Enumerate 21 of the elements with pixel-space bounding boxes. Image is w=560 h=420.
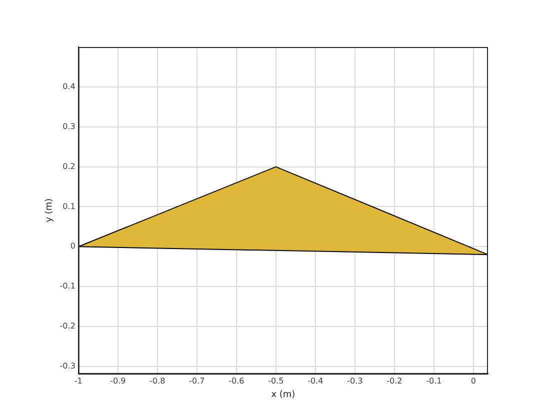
- y-tick-label: -0.3: [60, 361, 76, 370]
- y-tick-label: -0.1: [60, 282, 76, 291]
- y-tick-label: 0.1: [62, 202, 76, 211]
- x-tick-label: -1: [74, 376, 82, 386]
- x-tick-label: -0.3: [347, 376, 363, 386]
- y-tick-label: 0: [70, 242, 76, 251]
- x-tick-label: -0.4: [308, 376, 324, 386]
- y-tick-label: 0.4: [62, 82, 76, 92]
- x-tick-label: -0.1: [426, 376, 442, 386]
- y-tick-label: 0.3: [62, 122, 76, 131]
- x-tick-label: 0: [470, 376, 476, 386]
- x-axis-title: x (m): [271, 390, 296, 400]
- y-tick-label: -0.2: [60, 322, 76, 331]
- x-tick-label: -0.9: [110, 376, 126, 386]
- x-tick-label: -0.6: [228, 376, 244, 386]
- x-tick-label: -0.5: [268, 376, 284, 386]
- x-tick-label: -0.8: [150, 376, 166, 386]
- y-tick-label: 0.2: [62, 162, 76, 171]
- y-axis-title: y (m): [44, 198, 55, 222]
- x-tick-label: -0.7: [189, 376, 205, 386]
- x-tick-label: -0.2: [386, 376, 402, 386]
